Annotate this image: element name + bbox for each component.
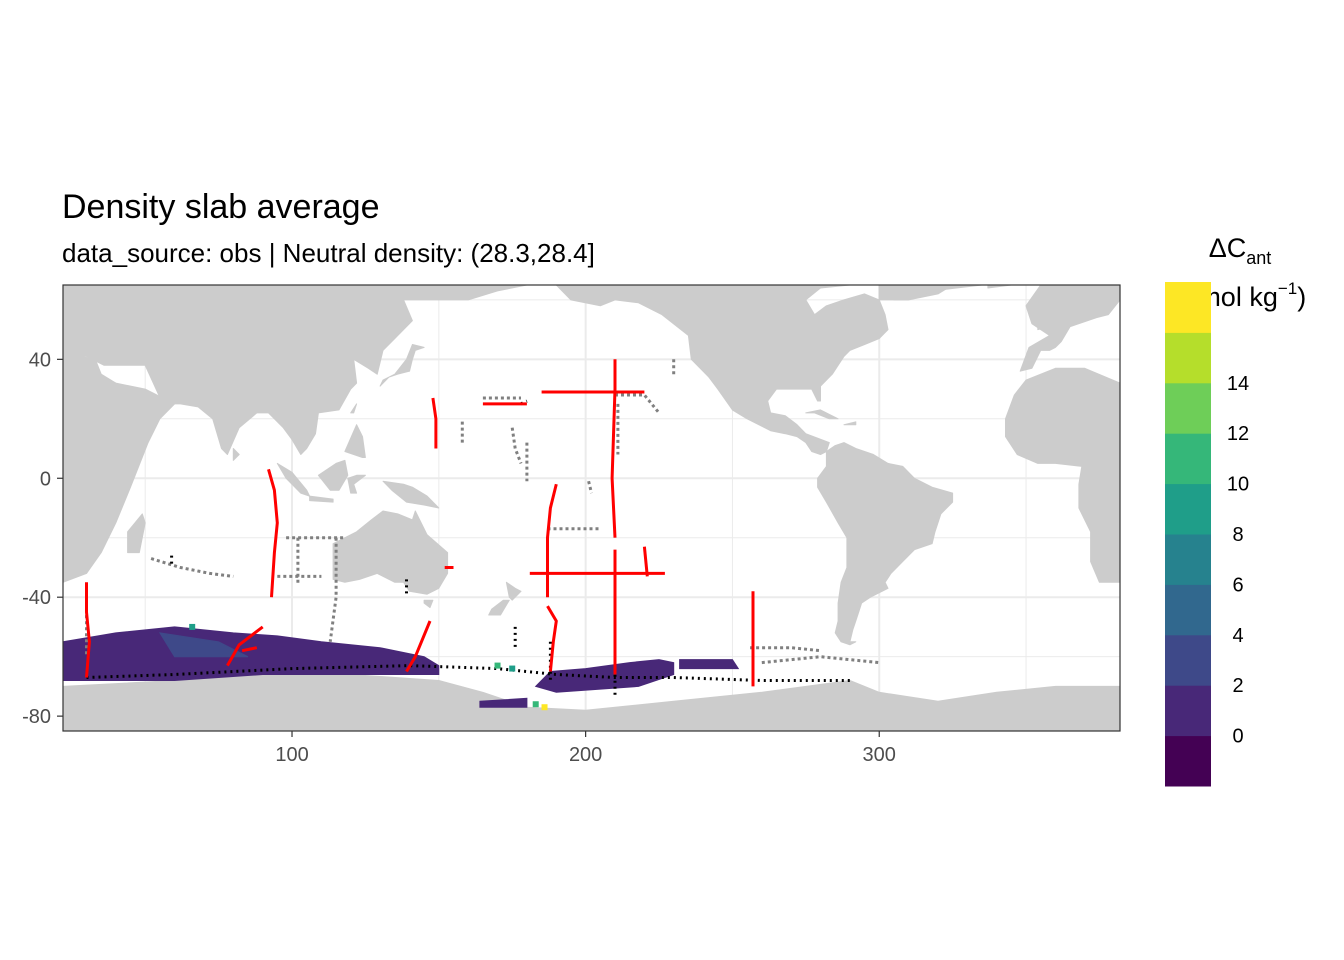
legend-bin	[1165, 282, 1211, 333]
x-tick-label: 200	[569, 744, 602, 766]
land-taiwan	[350, 403, 358, 414]
red-section-p15	[546, 483, 558, 598]
land-madagascar	[127, 513, 146, 554]
red-section-i09-south	[241, 646, 258, 653]
legend-unit-exponent: −1	[1278, 279, 1297, 298]
land-new-zealand-north	[505, 581, 522, 601]
legend-break-label: 6	[1232, 574, 1243, 596]
dcant-region-ross-sea	[534, 659, 675, 693]
red-section-p06-east-tick	[642, 546, 649, 577]
black-obs-south-transect	[86, 664, 850, 682]
land-eurasia	[63, 285, 528, 455]
grey-track-se-pacific-a	[750, 646, 821, 653]
observation-tracks-grey	[85, 359, 880, 665]
red-section-i06-south	[226, 625, 264, 667]
colorbar-labels: 0 2 4 6 8 10 12 14	[1227, 373, 1249, 748]
grid-cell	[532, 701, 539, 708]
land-hispaniola	[843, 421, 857, 426]
chart-title: Density slab average	[62, 188, 380, 226]
dcant-region-amundsen-sector	[679, 659, 740, 670]
grey-track-se-pacific-b	[761, 655, 880, 665]
colorbar-bins	[1165, 282, 1211, 787]
legend-break-label: 10	[1227, 474, 1249, 496]
legend-title-main: ΔC	[1209, 233, 1247, 263]
legend-break-label: 4	[1232, 625, 1243, 647]
land-sri-lanka	[232, 448, 240, 461]
red-section-sr03	[405, 620, 432, 673]
x-tick-label: 100	[275, 744, 308, 766]
dcant-region-ross-shelf-patch	[479, 697, 528, 708]
grey-track-kuroshio	[510, 427, 523, 464]
legend-title-sub: ant	[1246, 248, 1271, 268]
land-japan	[379, 344, 425, 387]
land-sulawesi	[347, 474, 366, 494]
legend-bin	[1165, 332, 1211, 384]
y-tick-label: 0	[40, 468, 51, 490]
land-philippines	[344, 424, 366, 458]
grid-cell	[509, 665, 516, 672]
legend-unit-suffix: )	[1297, 282, 1306, 312]
grey-track-north-pacific-d	[587, 480, 593, 494]
land-british-isles	[1031, 305, 1050, 331]
legend-bin	[1165, 735, 1211, 787]
land-masses	[63, 285, 1120, 731]
legend-bin	[1165, 634, 1211, 686]
legend-bin	[1165, 685, 1211, 737]
map-panel: 100 200 300 -80 -40 0 40	[22, 284, 1121, 766]
grey-track-i03	[150, 557, 234, 578]
legend-bin	[1165, 483, 1211, 535]
grey-track-p10	[328, 537, 338, 642]
legend-break-label: 2	[1232, 675, 1243, 697]
red-section-p17	[546, 605, 558, 672]
land-greenland	[878, 285, 983, 301]
legend-break-label: 8	[1232, 524, 1243, 546]
panel-border	[62, 284, 1121, 732]
land-borneo	[317, 459, 349, 491]
legend-bin	[1165, 433, 1211, 485]
grid-cell	[541, 704, 548, 711]
legend-bin	[1165, 382, 1211, 434]
grey-track-p02-east	[615, 393, 661, 414]
land-australia	[332, 510, 449, 595]
legend-title: ΔCant	[1209, 233, 1272, 268]
land-tasmania	[423, 599, 434, 609]
land-africa-west	[1005, 367, 1120, 583]
red-section-i05-west	[85, 582, 91, 678]
chart-subtitle: data_source: obs | Neutral density: (28.…	[62, 238, 595, 268]
dcant-region-indian-sector-patch	[158, 632, 249, 658]
red-section-i08-i09	[267, 468, 279, 598]
legend-break-label: 0	[1232, 726, 1243, 748]
hydrographic-sections-red	[85, 359, 755, 687]
land-java	[309, 495, 334, 503]
land-iceland	[987, 285, 1012, 289]
x-axis: 100 200 300	[275, 731, 896, 766]
legend-bin	[1165, 584, 1211, 636]
land-new-guinea	[382, 480, 440, 509]
y-tick-label: -80	[22, 706, 51, 728]
legend-break-label: 14	[1227, 373, 1249, 395]
red-section-p16	[610, 359, 617, 538]
y-tick-label: 40	[29, 349, 51, 371]
isolated-grid-cells	[189, 623, 548, 711]
land-south-america	[817, 442, 954, 646]
grid-cell	[189, 623, 196, 630]
legend-bin	[1165, 534, 1211, 585]
legend-break-label: 12	[1227, 423, 1249, 445]
land-new-zealand-south	[488, 599, 510, 616]
land-cuba	[805, 409, 839, 420]
land-north-america	[555, 285, 954, 455]
red-section-p01-west	[431, 397, 438, 449]
y-tick-label: -40	[22, 587, 51, 609]
y-axis: -80 -40 0 40	[22, 349, 63, 728]
grid-cell	[494, 662, 501, 669]
x-tick-label: 300	[863, 744, 896, 766]
